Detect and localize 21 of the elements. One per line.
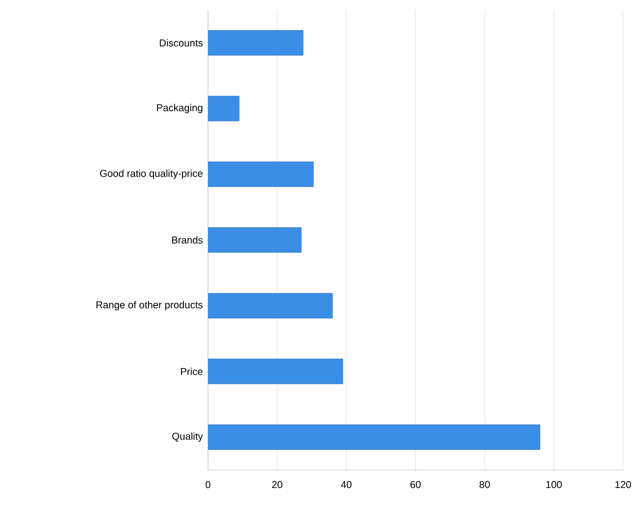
bar — [208, 424, 540, 450]
bar — [208, 358, 344, 384]
x-tick-label: 40 — [341, 481, 352, 488]
y-tick-label: Price — [181, 368, 203, 376]
x-tick-label: 100 — [546, 481, 562, 488]
bar — [208, 293, 333, 318]
x-tick-label: 0 — [206, 481, 210, 488]
y-tick-label: Range of other products — [96, 301, 203, 310]
x-tick-label: 120 — [615, 481, 631, 488]
bar — [208, 227, 302, 253]
bar — [208, 30, 304, 56]
y-tick-label: Good ratio quality-price — [100, 170, 203, 179]
x-tick-label: 60 — [410, 481, 421, 488]
bar — [208, 96, 240, 122]
y-tick-label: Discounts — [160, 39, 203, 47]
y-tick-label: Quality — [172, 432, 203, 442]
x-tick-label: 80 — [480, 481, 490, 488]
y-tick-label: Packaging — [157, 104, 202, 114]
bar — [208, 162, 314, 187]
x-tick-label: 20 — [272, 481, 282, 488]
y-tick-label: Brands — [172, 236, 203, 244]
